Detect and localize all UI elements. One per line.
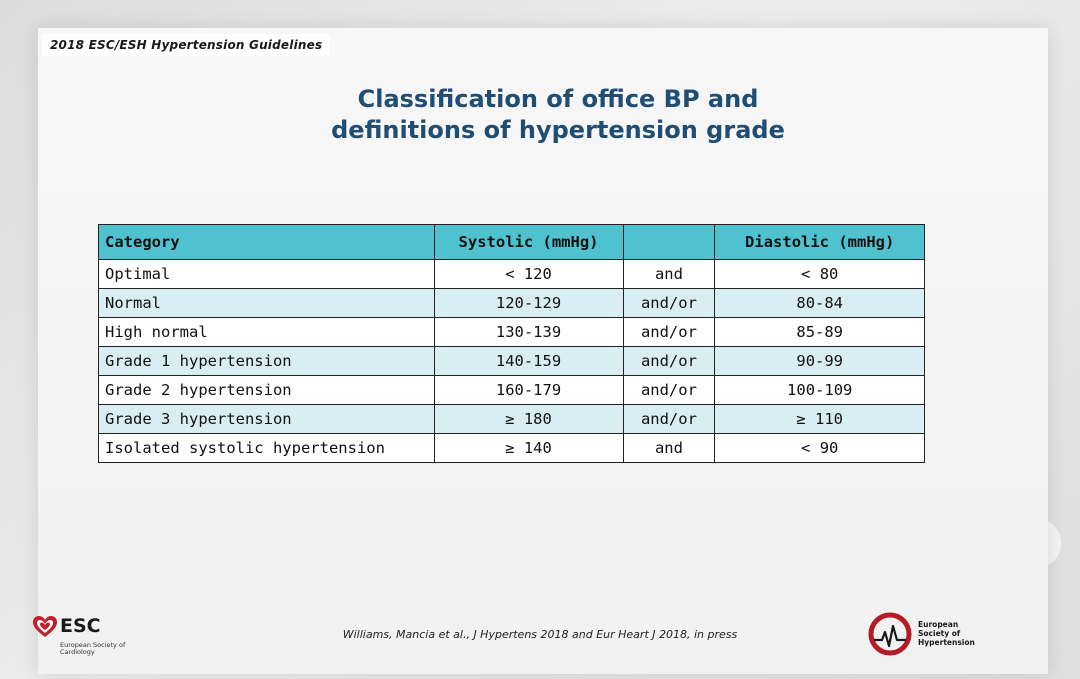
esh-emblem-icon (868, 612, 912, 656)
header-category: Category (98, 224, 435, 260)
cell-systolic: < 120 (433, 259, 624, 289)
esh-logo-line-3: Hypertension (918, 638, 975, 647)
cell-systolic: ≥ 140 (433, 433, 624, 463)
cell-diastolic: 90-99 (714, 346, 925, 376)
cell-conjunction: and/or (622, 404, 716, 434)
table-row: Grade 3 hypertension ≥ 180 and/or ≥ 110 (98, 404, 925, 434)
cell-diastolic: 80-84 (714, 288, 925, 318)
cell-systolic: ≥ 180 (433, 404, 624, 434)
cell-conjunction: and (622, 433, 716, 463)
header-diastolic: Diastolic (mmHg) (714, 224, 925, 260)
header-conjunction (622, 224, 716, 260)
cell-systolic: 120-129 (433, 288, 624, 318)
bp-classification-table: Category Systolic (mmHg) Diastolic (mmHg… (98, 224, 925, 463)
cell-category: Isolated systolic hypertension (98, 433, 435, 463)
cell-diastolic: ≥ 110 (714, 404, 925, 434)
cell-category: Optimal (98, 259, 435, 289)
guideline-tag: 2018 ESC/ESH Hypertension Guidelines (42, 34, 331, 56)
citation-text: Williams, Mancia et al., J Hypertens 201… (342, 628, 738, 641)
cell-systolic: 160-179 (433, 375, 624, 405)
table-row: High normal 130-139 and/or 85-89 (98, 317, 925, 347)
table-row: Optimal < 120 and < 80 (98, 259, 925, 289)
cell-systolic: 130-139 (433, 317, 624, 347)
cell-diastolic: 100-109 (714, 375, 925, 405)
cell-diastolic: < 90 (714, 433, 925, 463)
esc-logo-subtitle: European Society of Cardiology (60, 641, 126, 656)
cell-conjunction: and/or (622, 317, 716, 347)
cell-category: Normal (98, 288, 435, 318)
cell-category: Grade 1 hypertension (98, 346, 435, 376)
slide-title-line-1: Classification of office BP and (357, 85, 759, 113)
cell-conjunction: and/or (622, 346, 716, 376)
header-systolic: Systolic (mmHg) (433, 224, 624, 260)
presentation-slide: 2018 ESC/ESH Hypertension Guidelines Cla… (33, 28, 1048, 674)
cell-conjunction: and/or (622, 288, 716, 318)
cell-conjunction: and (622, 259, 716, 289)
table-row: Grade 2 hypertension 160-179 and/or 100-… (98, 375, 925, 405)
esh-logo-line-2: Society of (918, 629, 961, 638)
table-header-row: Category Systolic (mmHg) Diastolic (mmHg… (98, 224, 925, 260)
heart-icon (33, 616, 57, 637)
cell-category: Grade 2 hypertension (98, 375, 435, 405)
table-row: Isolated systolic hypertension ≥ 140 and… (98, 433, 925, 463)
cell-category: Grade 3 hypertension (98, 404, 435, 434)
esc-logo-name: ESC (60, 615, 101, 637)
esh-logo-line-1: European (918, 620, 959, 629)
esh-logo-text: European Society of Hypertension (918, 620, 1018, 647)
slide-title-line-2: definitions of hypertension grade (331, 116, 785, 144)
table-row: Normal 120-129 and/or 80-84 (98, 288, 925, 318)
esc-logo: ESC European Society of Cardiology (32, 614, 152, 672)
esh-logo: European Society of Hypertension (868, 612, 1018, 662)
cell-systolic: 140-159 (433, 346, 624, 376)
table-row: Grade 1 hypertension 140-159 and/or 90-9… (98, 346, 925, 376)
slide-title: Classification of office BP and definiti… (198, 84, 918, 146)
cell-conjunction: and/or (622, 375, 716, 405)
cell-diastolic: 85-89 (714, 317, 925, 347)
cell-category: High normal (98, 317, 435, 347)
cell-diastolic: < 80 (714, 259, 925, 289)
